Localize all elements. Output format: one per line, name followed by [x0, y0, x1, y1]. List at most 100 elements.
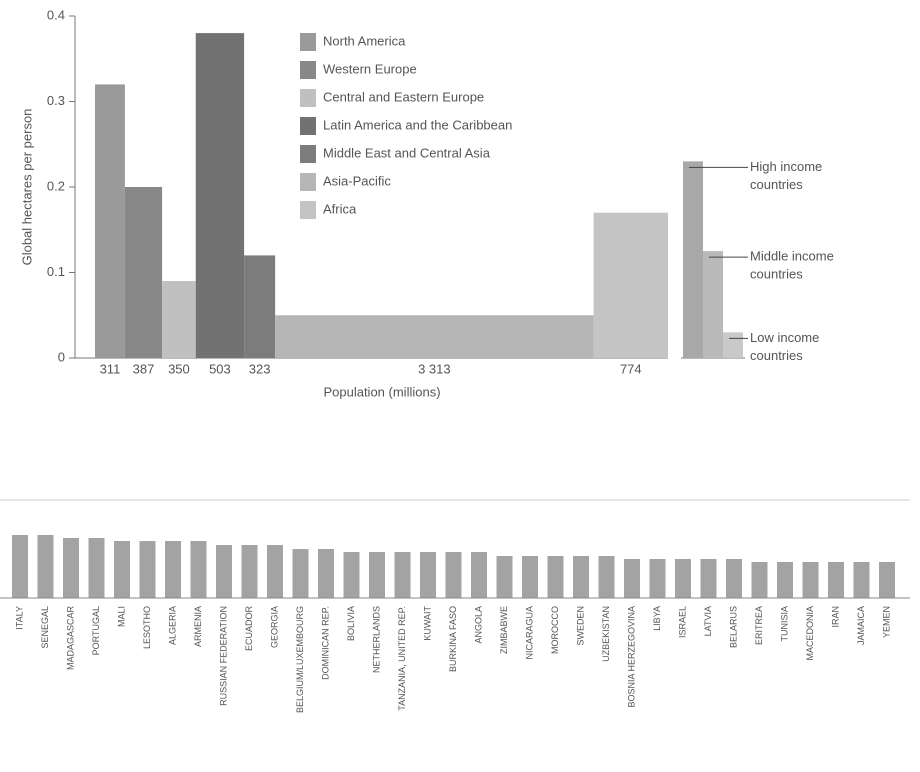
x-tick-label: YEMEN [881, 606, 891, 638]
bar [624, 559, 640, 598]
legend-label: Latin America and the Caribbean [323, 117, 512, 132]
bar [369, 552, 385, 598]
legend-label: North America [323, 33, 406, 48]
x-axis-label: Population (millions) [323, 384, 440, 399]
x-tick-label: BOLIVIA [346, 606, 356, 641]
x-tick-label: IRAN [830, 606, 840, 628]
legend-swatch [300, 145, 316, 163]
bar [726, 559, 742, 598]
x-tick-label: LESOTHO [142, 606, 152, 649]
x-tick-label: DOMINICAN REP. [320, 606, 330, 680]
y-tick-label: 0.4 [47, 7, 65, 22]
x-tick-label: TANZANIA, UNITED REP. [397, 606, 407, 711]
width-label: 387 [133, 361, 155, 376]
bar [63, 538, 79, 598]
bar [649, 559, 666, 598]
x-tick-label: PORTUGAL [91, 606, 101, 655]
income-label: High income [750, 159, 822, 174]
bar [471, 552, 487, 598]
bar [420, 552, 436, 598]
x-tick-label: ITALY [14, 606, 24, 630]
x-tick-label: ECUADOR [244, 606, 254, 652]
x-tick-label: NETHERLANDS [371, 606, 381, 673]
bar [675, 559, 691, 598]
x-tick-label: LIBYA [652, 606, 662, 631]
income-label: Middle income [750, 249, 834, 264]
bar [275, 315, 594, 358]
bar [162, 281, 196, 358]
y-tick-label: 0.1 [47, 264, 65, 279]
bar [573, 556, 589, 598]
legend-label: Asia-Pacific [323, 173, 391, 188]
income-label: Low income [750, 330, 819, 345]
x-tick-label: JAMAICA [856, 606, 866, 645]
x-tick-label: KUWAIT [422, 606, 432, 641]
legend-label: Africa [323, 201, 357, 216]
x-tick-label: RUSSIAN FEDERATION [218, 606, 228, 706]
income-label: countries [750, 177, 803, 192]
bar [124, 187, 163, 358]
bar [88, 538, 105, 598]
legend-label: Western Europe [323, 61, 417, 76]
bar [445, 552, 462, 598]
y-axis-label: Global hectares per person [19, 109, 34, 266]
legend-swatch [300, 201, 316, 219]
legend-label: Middle East and Central Asia [323, 145, 491, 160]
bar [598, 556, 615, 598]
x-tick-label: MALI [116, 606, 126, 627]
x-tick-label: BELGIUM/LUXEMBOURG [295, 606, 305, 713]
bar [12, 535, 28, 598]
bar [593, 212, 668, 358]
bar [216, 545, 232, 598]
x-tick-label: MACEDONIA [805, 606, 815, 661]
bar [547, 556, 564, 598]
x-tick-label: SWEDEN [575, 606, 585, 646]
y-tick-label: 0.2 [47, 178, 65, 193]
bar [114, 541, 130, 598]
x-tick-label: BURKINA FASO [448, 606, 458, 672]
bar [496, 556, 513, 598]
x-tick-label: ERITREA [754, 606, 764, 645]
x-tick-label: LATVIA [703, 606, 713, 636]
legend-swatch [300, 173, 316, 191]
bar [879, 562, 895, 598]
bar [244, 255, 276, 358]
x-tick-label: SENEGAL [40, 606, 50, 649]
x-tick-label: MADAGASCAR [65, 606, 75, 671]
width-label: 503 [209, 361, 231, 376]
income-bar [683, 161, 703, 358]
x-tick-label: GEORGIA [269, 606, 279, 648]
width-label: 350 [168, 361, 190, 376]
bar [165, 541, 181, 598]
bar [241, 545, 258, 598]
width-label: 3 313 [418, 361, 451, 376]
income-bar [703, 251, 723, 358]
legend-swatch [300, 61, 316, 79]
bar [95, 84, 125, 359]
bar [853, 562, 870, 598]
bar [522, 556, 538, 598]
bar [394, 552, 411, 598]
x-tick-label: MOROCCO [550, 606, 560, 654]
income-bar [723, 332, 743, 358]
x-tick-label: ARMENIA [193, 606, 203, 647]
x-tick-label: ANGOLA [473, 606, 483, 644]
income-label: countries [750, 348, 803, 363]
width-label: 311 [100, 361, 121, 376]
bar [700, 559, 717, 598]
x-tick-label: BOSNIA HERZEGOVINA [626, 606, 636, 708]
income-label: countries [750, 267, 803, 282]
x-tick-label: ISRAEL [677, 606, 687, 638]
bar [37, 535, 54, 598]
x-tick-label: NICARAGUA [524, 606, 534, 660]
x-tick-label: UZBEKISTAN [601, 606, 611, 662]
legend-label: Central and Eastern Europe [323, 89, 484, 104]
x-tick-label: TUNISIA [779, 606, 789, 642]
width-label: 323 [249, 361, 271, 376]
legend-swatch [300, 117, 316, 135]
bar [802, 562, 819, 598]
y-tick-label: 0 [58, 349, 65, 364]
bar [828, 562, 844, 598]
bar [267, 545, 283, 598]
